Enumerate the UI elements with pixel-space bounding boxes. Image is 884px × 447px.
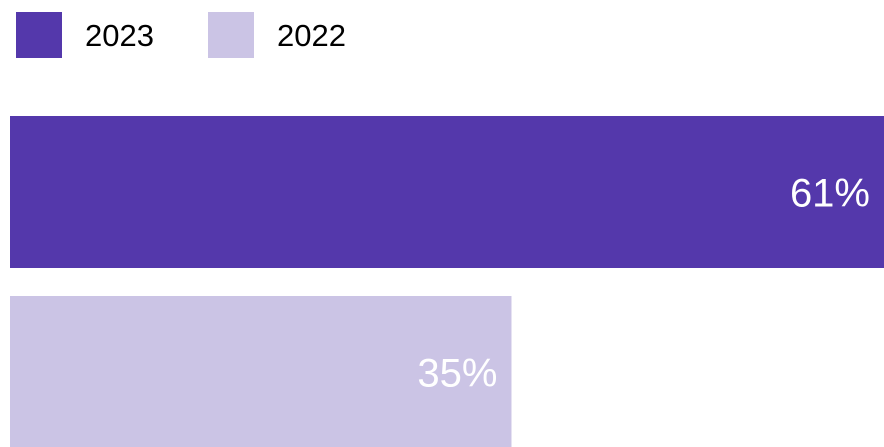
legend-swatch bbox=[16, 12, 62, 58]
bar-value-label: 35% bbox=[417, 352, 497, 396]
legend-label: 2022 bbox=[277, 18, 346, 53]
legend-label: 2023 bbox=[85, 18, 154, 53]
bar bbox=[10, 116, 884, 268]
legend-swatch bbox=[208, 12, 254, 58]
bar bbox=[10, 296, 512, 447]
bar-value-label: 61% bbox=[790, 172, 870, 216]
